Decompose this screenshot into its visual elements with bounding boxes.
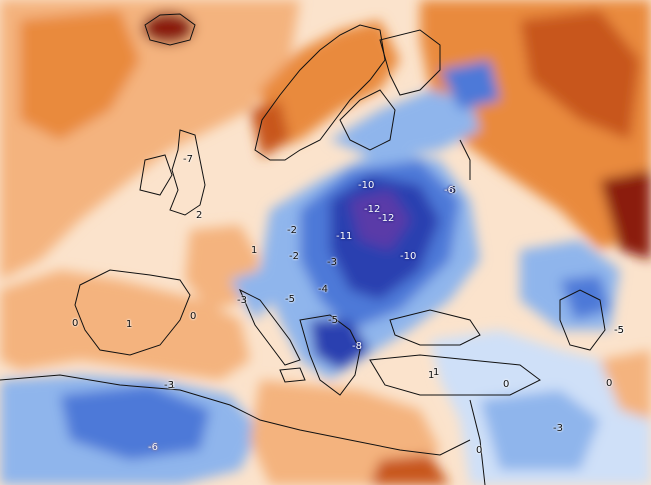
value-label: -3 [237,296,247,306]
value-label: -2 [289,252,299,262]
value-label: 0 [190,312,196,322]
value-label: -6 [444,186,454,196]
value-label: 0 [503,380,509,390]
value-label: 1 [428,371,434,381]
temperature-anomaly-map: -7 -6 -6 -5 2 -10 -12 -12 -11 -10 -6 -2 -2 -3 -4 -5 -5 -8… [0,0,651,485]
value-label: -8 [352,342,362,352]
value-label: 0 [476,446,482,456]
value-label: 1 [251,246,257,256]
value-label: -5 [614,326,624,336]
value-label: -10 [358,181,374,191]
value-label: -2 [287,226,297,236]
value-label: -6 [148,443,158,453]
value-label: 2 [196,211,202,221]
value-label: -3 [327,258,337,268]
map-canvas [0,0,651,485]
value-label: 0 [72,319,78,329]
value-label: -10 [400,252,416,262]
value-label: -3 [164,381,174,391]
value-label: -7 [183,155,193,165]
value-label: -5 [285,295,295,305]
value-label: -5 [328,316,338,326]
value-label: 0 [606,379,612,389]
value-label: -3 [553,424,563,434]
value-label: -4 [318,285,328,295]
value-label: -12 [378,214,394,224]
value-label: 1 [126,320,132,330]
value-label: -11 [336,232,352,242]
